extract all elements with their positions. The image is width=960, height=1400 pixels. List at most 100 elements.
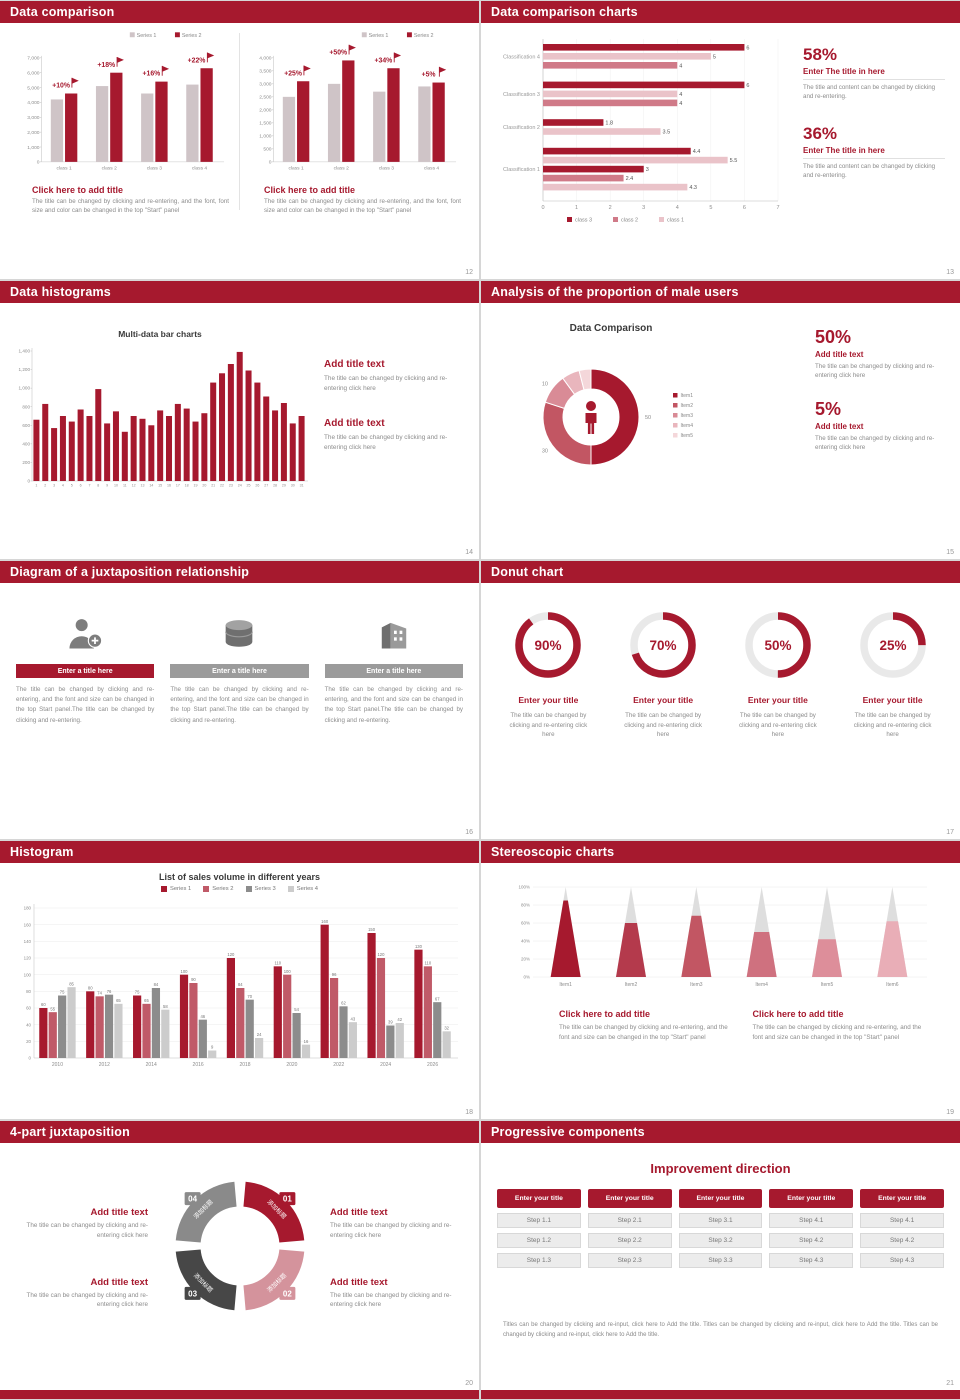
svg-text:3: 3	[642, 205, 645, 211]
chart-title: Multi-data bar charts	[118, 329, 202, 339]
step-cell[interactable]: Step 3.1	[678, 1213, 763, 1228]
svg-text:10: 10	[542, 381, 548, 387]
slide-13[interactable]: Data comparison charts 0 1 2 3 4 5 6 7 Classific…	[481, 1, 960, 279]
stat-block: 50% Add title text The title can be change…	[815, 327, 941, 381]
block-title[interactable]: Add title text	[324, 359, 385, 370]
svg-text:2018: 2018	[239, 1062, 250, 1068]
stat-title[interactable]: Add title text	[815, 350, 864, 359]
block-title[interactable]: Add title text	[90, 1276, 148, 1288]
svg-text:180: 180	[24, 906, 32, 911]
step-cell[interactable]: Step 3.3	[678, 1253, 763, 1268]
enter-title-button[interactable]: Enter your title	[860, 1189, 944, 1208]
svg-text:62: 62	[341, 1001, 346, 1006]
step-cell[interactable]: Step 3.2	[678, 1233, 763, 1248]
slide-14[interactable]: Data histograms Multi-data bar charts 1,…	[0, 281, 479, 559]
slide-20-header: 4-part juxtaposition	[0, 1121, 479, 1143]
slide-16[interactable]: Diagram of a juxtaposition relationship …	[0, 561, 479, 839]
slide-18[interactable]: Histogram List of sales volume in differ…	[0, 841, 479, 1119]
step-cell[interactable]: Step 2.2	[587, 1233, 672, 1248]
step-cell[interactable]: Step 4.3	[769, 1253, 854, 1268]
chart-caption-body: The title can be changed by clicking and…	[264, 198, 461, 214]
svg-text:5: 5	[71, 484, 73, 488]
slide-19[interactable]: Stereoscopic charts 100% 80% 60% 40% 20% 0% It…	[481, 841, 960, 1119]
stat-value: 5%	[815, 398, 842, 419]
block-title[interactable]: Click here to add title	[559, 1009, 651, 1019]
enter-title-button[interactable]: Enter your title	[587, 1189, 672, 1208]
slide-17[interactable]: Donut chart 90% Enter your title The title…	[481, 561, 960, 839]
gauge-title[interactable]: Enter your title	[633, 695, 694, 705]
enter-title-button[interactable]: Enter your title	[678, 1189, 763, 1208]
gauge-title[interactable]: Enter your title	[862, 695, 923, 705]
svg-text:84: 84	[238, 982, 243, 987]
chart-title: List of sales volume in different years	[158, 872, 321, 882]
step-cell[interactable]: Step 1.3	[497, 1253, 581, 1268]
step-cell[interactable]: Step 2.1	[587, 1213, 672, 1228]
gauge-title[interactable]: Enter your title	[747, 695, 808, 705]
svg-text:0: 0	[541, 205, 544, 211]
enter-title-button[interactable]: Enter your title	[769, 1189, 854, 1208]
slide-16-content: Enter a title here The title can be chan…	[0, 583, 479, 726]
block-title[interactable]: Click here to add title	[752, 1009, 844, 1019]
chart-legend: Series 1 Series 2 Series 3 Series 4	[0, 886, 479, 892]
step-cell[interactable]: Step 2.3	[587, 1253, 672, 1268]
svg-text:4: 4	[62, 484, 64, 488]
stat-title[interactable]: Enter The title in here	[803, 67, 885, 76]
chart-caption-title[interactable]: Click here to add title	[32, 185, 124, 195]
svg-text:+5%: +5%	[422, 72, 436, 79]
svg-text:67: 67	[435, 996, 440, 1001]
slide-16-header: Diagram of a juxtaposition relationship	[0, 561, 479, 583]
title-banner[interactable]: Enter a title here	[16, 664, 155, 678]
svg-text:28: 28	[273, 484, 277, 488]
legend-item: Series 3	[245, 886, 276, 892]
svg-text:class 2: class 2	[102, 166, 118, 172]
svg-text:+10%: +10%	[52, 83, 70, 90]
slide-21[interactable]: Progressive components Improvement direc…	[481, 1121, 960, 1399]
title-banner[interactable]: Enter a title here	[324, 664, 463, 678]
svg-text:80: 80	[26, 989, 31, 994]
slide-title: Progressive components	[491, 1125, 645, 1139]
svg-text:5: 5	[713, 54, 716, 60]
step-cell[interactable]: Step 1.2	[497, 1233, 581, 1248]
gauge-row: 90% Enter your title The title can be chan…	[481, 583, 960, 740]
svg-text:+18%: +18%	[97, 62, 115, 69]
slide-12[interactable]: Data comparison Series 1 Series 2 7,000 6,0…	[0, 1, 479, 279]
text-block: Add title text The title can be changed b…	[324, 359, 464, 394]
step-cell[interactable]: Step 4.3	[860, 1253, 944, 1268]
svg-text:58: 58	[163, 1004, 168, 1009]
block-title[interactable]: Add title text	[330, 1276, 388, 1288]
gauge-body: The title can be changed by clicking and…	[853, 712, 932, 739]
slide-20[interactable]: 4-part juxtaposition 添加标题 01 添加标题 02 添加标题 03 添…	[0, 1121, 479, 1399]
svg-text:02: 02	[283, 1289, 292, 1298]
block-title[interactable]: Add title text	[90, 1207, 148, 1218]
step-cell[interactable]: Step 4.2	[769, 1233, 854, 1248]
step-cell[interactable]: Step 4.1	[860, 1213, 944, 1228]
svg-text:2026: 2026	[427, 1062, 438, 1068]
svg-text:39: 39	[388, 1020, 393, 1025]
svg-text:2022: 2022	[333, 1062, 344, 1068]
slide-15[interactable]: Analysis of the proportion of male users…	[481, 281, 960, 559]
stat-title[interactable]: Add title text	[815, 421, 864, 431]
enter-title-button[interactable]: Enter your title	[497, 1189, 581, 1208]
chart-caption-title[interactable]: Click here to add title	[264, 185, 356, 195]
svg-text:4: 4	[679, 63, 682, 69]
svg-text:110: 110	[274, 961, 281, 966]
svg-text:4: 4	[679, 92, 682, 98]
svg-text:40%: 40%	[521, 939, 530, 944]
step-cell[interactable]: Step 4.1	[769, 1213, 854, 1228]
step-cell[interactable]: Step 1.1	[497, 1213, 581, 1228]
footer-bar	[0, 1390, 479, 1399]
block-title[interactable]: Add title text	[330, 1207, 388, 1218]
title-banner[interactable]: Enter a title here	[170, 664, 309, 678]
block-title[interactable]: Add title text	[324, 417, 385, 429]
svg-text:2,500: 2,500	[259, 95, 272, 101]
footer-text: Titles can be changed by clicking and re…	[503, 1322, 938, 1338]
step-cell[interactable]: Step 4.2	[860, 1233, 944, 1248]
gauge-title[interactable]: Enter your title	[518, 695, 579, 705]
svg-text:26: 26	[255, 484, 259, 488]
slide-21-header: Progressive components	[481, 1121, 960, 1143]
stats-panel: 50% Add title text The title can be change…	[815, 327, 941, 452]
svg-text:5,000: 5,000	[27, 85, 40, 91]
svg-text:50%: 50%	[764, 638, 791, 653]
stat-title[interactable]: Enter The title in here	[803, 145, 885, 155]
grouped-bar-chart: 0 20 40 60 80 100 120 140 160 180 60 55 75 85 2010 80 74…	[24, 904, 458, 1068]
